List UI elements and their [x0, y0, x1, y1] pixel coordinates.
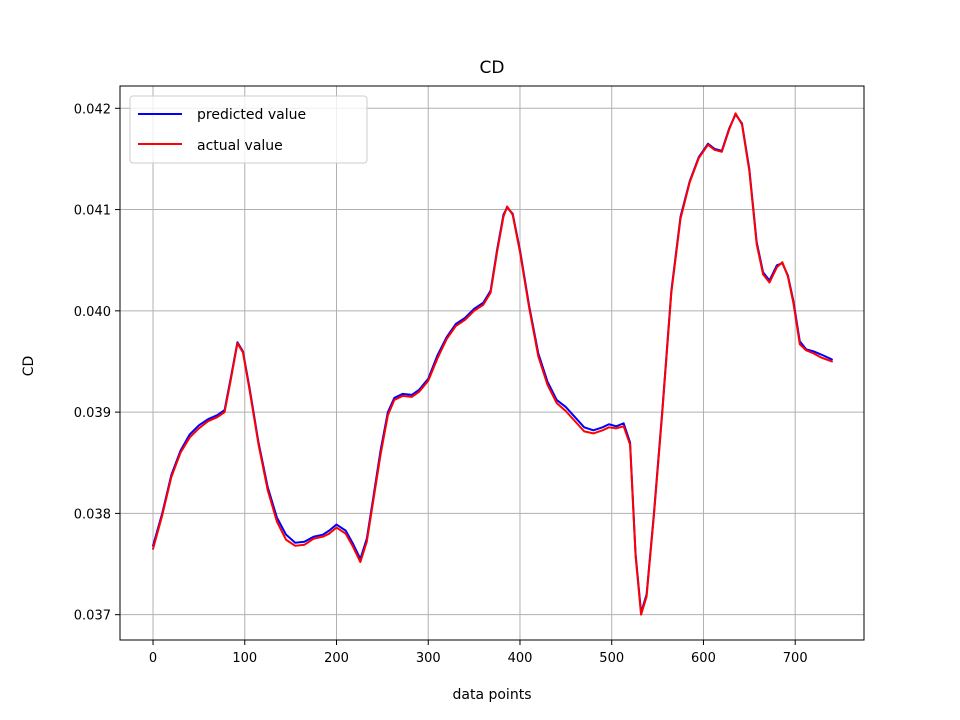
- legend-label-predicted: predicted value: [197, 107, 306, 123]
- y-tick-label: 0.040: [74, 305, 111, 320]
- chart-title: CD: [480, 58, 505, 78]
- series-line-actual: [152, 112, 833, 616]
- x-axis-ticks: 0 100 200 300 400 500 600 700: [149, 640, 808, 666]
- x-axis-label: data points: [453, 687, 532, 703]
- y-tick-label: 0.038: [74, 507, 111, 522]
- x-tick-label: 400: [508, 651, 533, 666]
- y-axis-ticks: 0.037 0.038 0.039 0.040 0.041 0.042: [74, 102, 120, 624]
- x-tick-label: 300: [416, 651, 441, 666]
- y-tick-label: 0.039: [74, 406, 111, 421]
- plot-frame: [119, 85, 865, 641]
- y-axis-label: CD: [21, 356, 37, 377]
- y-tick-label: 0.037: [74, 609, 111, 624]
- series-lines: [152, 112, 833, 616]
- x-tick-label: 500: [599, 651, 624, 666]
- grid: [120, 86, 864, 640]
- y-tick-label: 0.041: [74, 204, 111, 219]
- x-tick-label: 0: [149, 651, 157, 666]
- x-tick-label: 600: [691, 651, 716, 666]
- legend: predicted value actual value: [129, 95, 368, 164]
- x-tick-label: 200: [324, 651, 349, 666]
- x-tick-label: 100: [232, 651, 257, 666]
- legend-box: [129, 95, 368, 164]
- y-tick-label: 0.042: [74, 102, 111, 117]
- legend-label-actual: actual value: [197, 138, 283, 154]
- x-tick-label: 700: [783, 651, 808, 666]
